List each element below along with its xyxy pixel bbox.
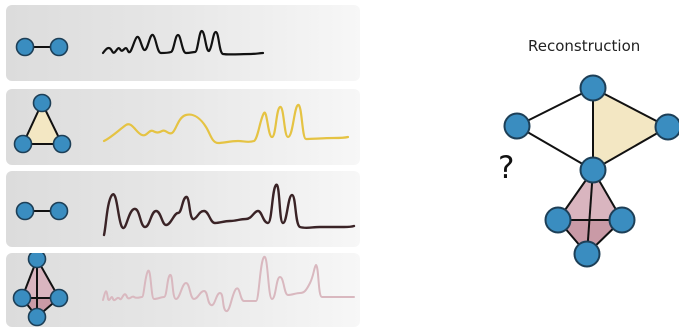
node (573, 240, 601, 268)
node (12, 288, 32, 308)
node (49, 201, 69, 221)
unknown-marker: ? (498, 150, 515, 186)
row-edge-3 (6, 171, 360, 247)
tetra-face (558, 220, 622, 254)
tetra-face (558, 170, 622, 220)
node (27, 253, 47, 269)
triangle-face (593, 88, 668, 170)
node (52, 134, 72, 154)
node (503, 112, 531, 140)
signal-curve-1 (101, 29, 265, 56)
reconstruction-title: Reconstruction (528, 37, 641, 55)
row-tetrahedron-4 (6, 253, 360, 327)
node (608, 206, 636, 234)
node (579, 74, 607, 102)
signal-curve-3 (102, 183, 356, 237)
tetra-face (22, 259, 59, 298)
node (579, 156, 607, 184)
signal-curve-2 (102, 103, 350, 145)
row-3-graphic (15, 183, 356, 237)
node (13, 134, 33, 154)
node (32, 93, 52, 113)
row-2-graphic (13, 93, 350, 154)
node (15, 37, 35, 57)
node (27, 307, 47, 327)
node (49, 37, 69, 57)
node (15, 201, 35, 221)
node (544, 206, 572, 234)
node (654, 113, 679, 141)
row-4-graphic (12, 253, 355, 327)
tetra-face (22, 298, 59, 317)
signal-curve-4 (102, 255, 355, 312)
row-edge-1 (6, 5, 360, 81)
row-1-graphic (15, 29, 265, 57)
row-triangle-2 (6, 89, 360, 165)
triangle-face (21, 100, 64, 145)
node (49, 288, 69, 308)
